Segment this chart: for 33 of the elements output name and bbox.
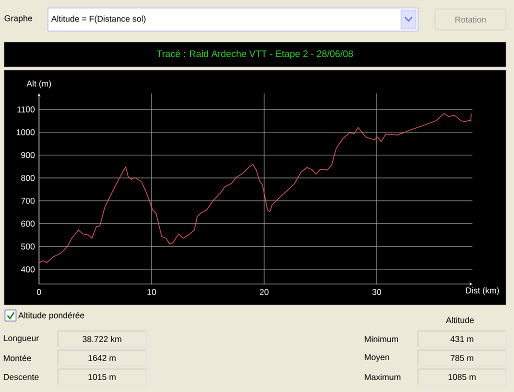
text: Descente bbox=[4, 374, 39, 380]
text: Altitude = F(Distance sol) bbox=[51, 16, 146, 24]
y-tick-label: 1100 bbox=[17, 106, 35, 112]
text: Moyen bbox=[364, 354, 390, 362]
x-tick-label: 0 bbox=[36, 289, 42, 296]
x-tick-label: 20 bbox=[260, 289, 269, 296]
text: 1085 m bbox=[448, 374, 476, 380]
y-axis-title: Alt (m) bbox=[26, 80, 51, 88]
y-tick-label: 800 bbox=[21, 174, 35, 181]
y-tick-label: 400 bbox=[21, 266, 35, 272]
text: 1015 m bbox=[88, 374, 116, 380]
text: Minimum bbox=[364, 336, 398, 342]
text: 785 m bbox=[450, 355, 474, 361]
text: 1642 m bbox=[88, 355, 116, 361]
text: Montée bbox=[4, 354, 32, 362]
line-series bbox=[38, 113, 472, 264]
x-tick-label: 30 bbox=[372, 289, 382, 296]
text: Altitude bbox=[446, 316, 474, 324]
y-tick-label: 1000 bbox=[16, 129, 35, 136]
text: Maximum bbox=[364, 374, 400, 380]
text: 431 m bbox=[450, 336, 474, 342]
x-tick-label: 10 bbox=[148, 289, 156, 296]
text: Longueur bbox=[4, 335, 39, 343]
y-tick-label: 700 bbox=[21, 198, 35, 204]
text: Altitude pondérée bbox=[18, 312, 84, 320]
x-axis-title: Dist (km) bbox=[466, 287, 499, 296]
y-tick-label: 900 bbox=[21, 152, 35, 158]
text: Graphe bbox=[4, 15, 32, 23]
text: 38.722 km bbox=[82, 336, 122, 342]
text: Rotation bbox=[455, 16, 486, 23]
chart-title: Tracé : Raid Ardeche VTT - Etape 2 - 28/06/08 bbox=[156, 50, 353, 59]
y-tick-label: 500 bbox=[21, 244, 35, 250]
y-tick-label: 600 bbox=[21, 220, 35, 227]
